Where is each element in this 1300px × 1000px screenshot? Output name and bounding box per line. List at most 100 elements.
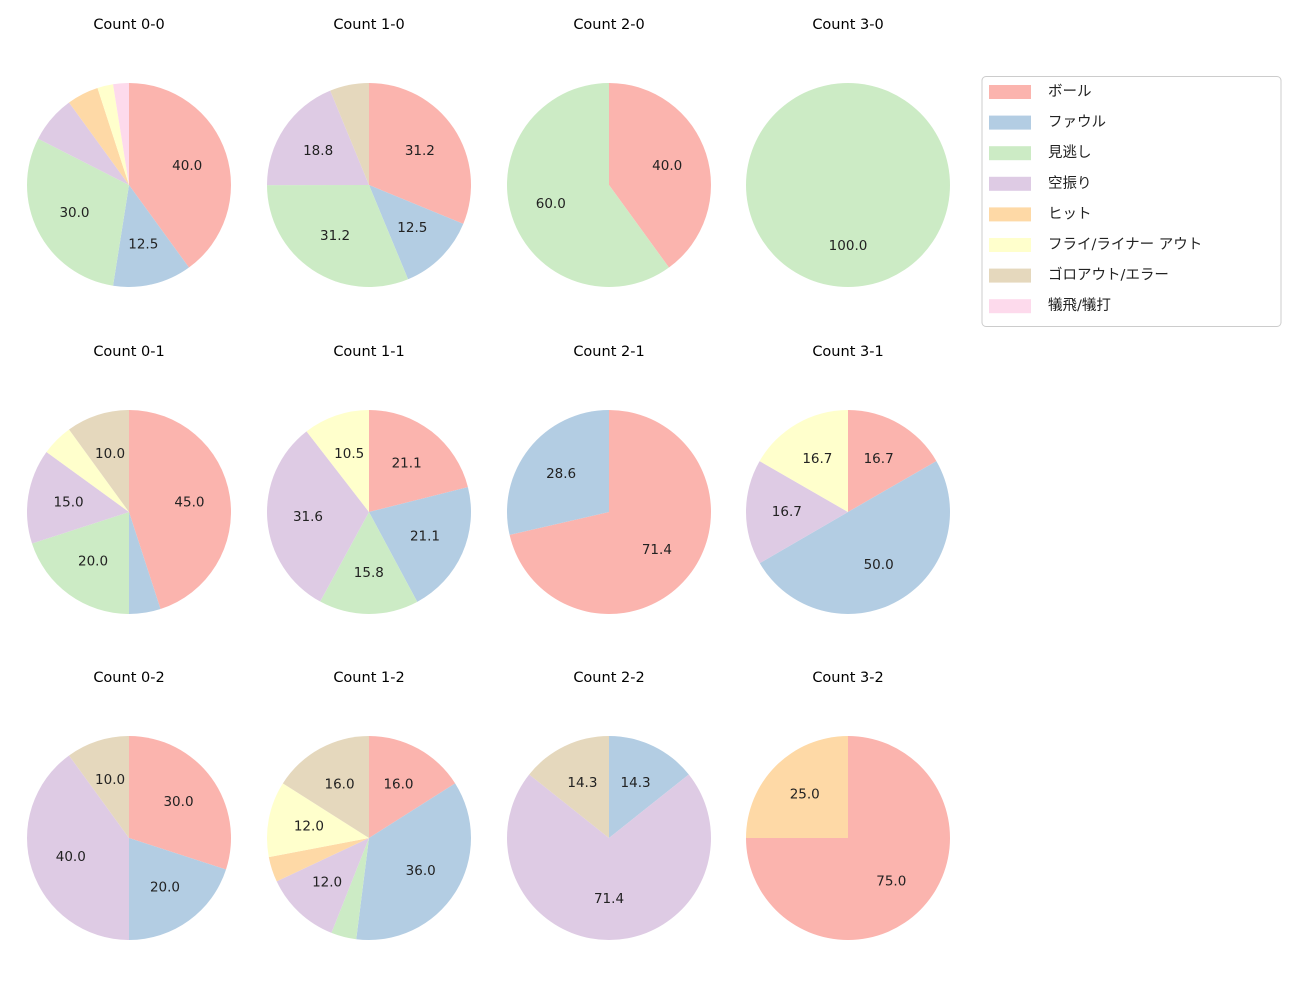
pie-count-2-2: Count 2-2 14.3 71.4 14.3 — [507, 670, 712, 941]
legend-swatch — [989, 146, 1031, 161]
slice-label: 36.0 — [406, 863, 436, 879]
legend-swatch — [989, 238, 1031, 252]
pie-slice-ファウル — [369, 487, 471, 602]
pie-slice-空振り — [26, 755, 130, 940]
legend-entry: 見逃し — [1048, 144, 1092, 161]
pie-slice-ボール — [369, 410, 468, 512]
pie-title: Count 1-0 — [333, 17, 404, 33]
pie-slice-空振り — [276, 838, 369, 933]
pie-slice-ボール — [129, 83, 232, 268]
pie-title: Count 0-1 — [93, 344, 164, 360]
pie-slice-ボール — [129, 410, 231, 610]
legend-entry: フライ/ライナー アウト — [1048, 236, 1202, 253]
legend-frame — [981, 76, 1282, 327]
legend-swatch — [989, 299, 1031, 314]
slice-label: 40.0 — [56, 849, 86, 865]
pie-title: Count 0-0 — [93, 17, 164, 33]
pie-slice-ファウル — [369, 185, 464, 280]
pie-slice-フライ/ライナー アウト — [266, 783, 369, 858]
pie-slice-ゴロアウト/エラー — [529, 736, 609, 838]
pie-slice-空振り — [267, 431, 369, 602]
pie-slice-見逃し — [267, 185, 409, 287]
pie-slice-ファウル — [609, 736, 689, 838]
pie-count-1-2: Count 1-2 16.0 36.0 12.0 12.0 16.0 — [266, 670, 471, 940]
pie-slice-ゴロアウト/エラー — [69, 736, 129, 838]
legend-entry: 犠飛/犠打 — [1048, 297, 1111, 314]
pie-slice-空振り — [746, 461, 848, 564]
pie-slice-空振り — [267, 90, 369, 186]
pie-slice-フライ/ライナー アウト — [46, 429, 129, 512]
slice-label: 10.5 — [334, 446, 364, 462]
slice-label: 10.0 — [95, 772, 125, 788]
slice-label: 31.6 — [293, 509, 323, 525]
pie-count-1-1: Count 1-1 21.1 21.1 15.8 31.6 10.5 — [267, 344, 471, 615]
pie-title: Count 2-1 — [573, 344, 644, 360]
pie-slice-見逃し — [31, 512, 130, 614]
pie-slice-空振り — [38, 102, 129, 185]
pie-slice-見逃し — [331, 838, 369, 940]
pie-count-1-0: Count 1-0 31.2 12.5 31.2 18.8 — [267, 17, 471, 287]
slice-label: 40.0 — [172, 158, 202, 174]
slice-label: 71.4 — [594, 891, 624, 907]
legend-swatch — [989, 176, 1031, 191]
pie-slice-ボール — [848, 410, 937, 512]
slice-label: 12.0 — [312, 875, 342, 891]
pie-slice-犠飛/犠打 — [113, 83, 129, 185]
pie-slice-ファウル — [759, 461, 950, 614]
slice-label: 45.0 — [174, 494, 204, 510]
slice-label: 60.0 — [536, 196, 566, 212]
pie-title: Count 2-0 — [573, 17, 644, 33]
slice-label: 30.0 — [163, 794, 193, 810]
slice-label: 31.2 — [405, 143, 435, 159]
pie-slice-ボール — [609, 83, 712, 268]
slice-label: 71.4 — [642, 542, 672, 558]
slice-label: 18.8 — [303, 143, 333, 159]
slice-label: 16.7 — [802, 451, 832, 467]
slice-label: 30.0 — [59, 205, 89, 221]
slice-label: 25.0 — [790, 787, 820, 803]
slice-label: 16.0 — [383, 776, 413, 792]
slice-label: 50.0 — [864, 557, 894, 573]
legend-entry: ゴロアウト/エラー — [1048, 266, 1169, 284]
pie-slice-ヒット — [746, 736, 848, 838]
slice-label: 16.0 — [324, 776, 354, 792]
legend-swatch — [989, 85, 1031, 99]
legend-entry: 空振り — [1048, 175, 1092, 192]
slice-label: 31.2 — [320, 228, 350, 244]
pie-slice-ファウル — [507, 410, 609, 535]
pie-slice-ボール — [129, 736, 232, 870]
pie-slice-ファウル — [129, 512, 161, 614]
slice-label: 15.0 — [54, 494, 84, 510]
pie-slice-見逃し — [26, 138, 129, 286]
slice-label: 15.8 — [354, 565, 384, 581]
slice-label: 21.1 — [410, 529, 440, 545]
pie-slice-ボール — [369, 736, 456, 838]
pie-slice-ヒット — [268, 838, 369, 882]
legend-swatch — [989, 207, 1031, 222]
pie-count-0-0: Count 0-0 40.0 12.5 30.0 — [26, 17, 232, 288]
pie-slice-フライ/ライナー アウト — [759, 410, 848, 512]
slice-label: 12.0 — [294, 819, 324, 835]
pie-slice-見逃し — [507, 83, 669, 287]
pie-title: Count 1-1 — [333, 344, 404, 360]
pie-slice-ファウル — [129, 838, 227, 940]
pie-count-0-2: Count 0-2 30.0 20.0 40.0 10.0 — [26, 670, 232, 940]
slice-label: 10.0 — [95, 446, 125, 462]
pie-title: Count 3-1 — [812, 344, 883, 360]
slice-label: 16.7 — [772, 504, 802, 520]
pie-count-0-1: Count 0-1 45.0 20.0 15.0 10.0 — [27, 344, 231, 614]
legend-swatch — [989, 115, 1031, 130]
pie-slice-見逃し — [320, 512, 418, 615]
pie-count-3-0: Count 3-0 100.0 — [746, 17, 950, 287]
pie-title: Count 0-2 — [93, 670, 164, 686]
slice-label: 12.5 — [128, 237, 158, 253]
slice-label: 14.3 — [621, 775, 651, 791]
pie-slice-フライ/ライナー アウト — [306, 410, 369, 512]
pie-title: Count 3-2 — [812, 670, 883, 686]
pie-title: Count 3-0 — [812, 17, 883, 33]
legend-entry: ヒット — [1048, 206, 1092, 222]
pie-slice-ファウル — [356, 783, 471, 940]
pie-slice-空振り — [507, 774, 712, 941]
